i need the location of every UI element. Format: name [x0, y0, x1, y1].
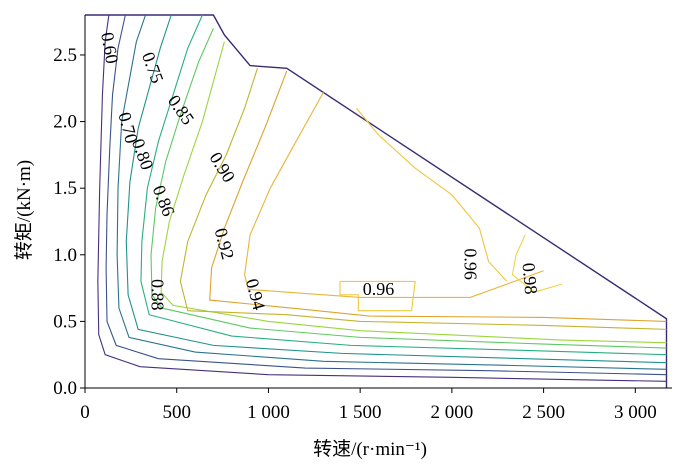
y-tick-label: 1.5	[53, 178, 77, 199]
contour-label-12: 0.96	[363, 279, 395, 299]
y-tick-label: 0.5	[53, 311, 77, 332]
contour-label-4: 0.85	[164, 91, 198, 128]
contour-line-0_8-3	[125, 15, 667, 364]
contour-label-6: 0.88	[147, 279, 167, 311]
x-tick-label: 3 000	[614, 402, 657, 423]
x-axis-title: 转速/(r·min⁻¹)	[313, 438, 427, 460]
envelope-boundary	[85, 14, 668, 388]
contour-label-11: 0.98	[519, 262, 542, 295]
contour-line-0_96-10	[356, 107, 508, 282]
contour-line-0_86-5	[150, 28, 667, 349]
contour-line-0_92-8	[209, 70, 667, 322]
contour-line-0_96-12	[339, 280, 416, 312]
x-tick-label: 2 000	[431, 402, 474, 423]
contour-line-0_88-6	[160, 41, 667, 344]
y-axis-title: 转矩/(kN·m)	[13, 160, 35, 260]
contour-label-5: 0.86	[149, 182, 179, 219]
contour-label-9: 0.94	[242, 276, 269, 312]
contour-label-2: 0.75	[138, 49, 168, 85]
x-tick-label: 2 500	[522, 402, 565, 423]
contour-label-8: 0.92	[211, 226, 238, 262]
x-tick-label: 500	[162, 402, 191, 423]
y-tick-label: 1.0	[53, 245, 77, 266]
contour-line-0_6-0	[97, 15, 667, 382]
x-tick-label: 1 500	[339, 402, 382, 423]
x-ticks: 0 500 1 000 1 500 2 000 2 500 3 000	[80, 388, 657, 423]
contour-lines	[97, 15, 667, 382]
x-tick-label: 1 000	[247, 402, 290, 423]
contour-line-0_9-7	[179, 68, 667, 330]
contour-line-0_7-1	[105, 15, 667, 376]
y-tick-label: 2.5	[53, 45, 77, 66]
contour-line-0_98-11	[511, 234, 563, 293]
contour-line-0_94-9	[244, 91, 544, 298]
contour-line-0_85-4	[140, 15, 667, 356]
y-ticks: 0.0 0.5 1.0 1.5 2.0 2.5	[53, 45, 85, 399]
axes	[84, 15, 672, 389]
contour-line-0_75-2	[116, 15, 667, 370]
y-tick-label: 2.0	[53, 112, 77, 133]
operating-envelope	[85, 14, 668, 388]
x-tick-label: 0	[80, 402, 90, 423]
contour-label-10: 0.96	[460, 248, 480, 280]
y-tick-label: 0.0	[53, 378, 77, 399]
contour-label-0: 0.60	[97, 31, 122, 65]
contour-label-7: 0.90	[206, 149, 240, 186]
